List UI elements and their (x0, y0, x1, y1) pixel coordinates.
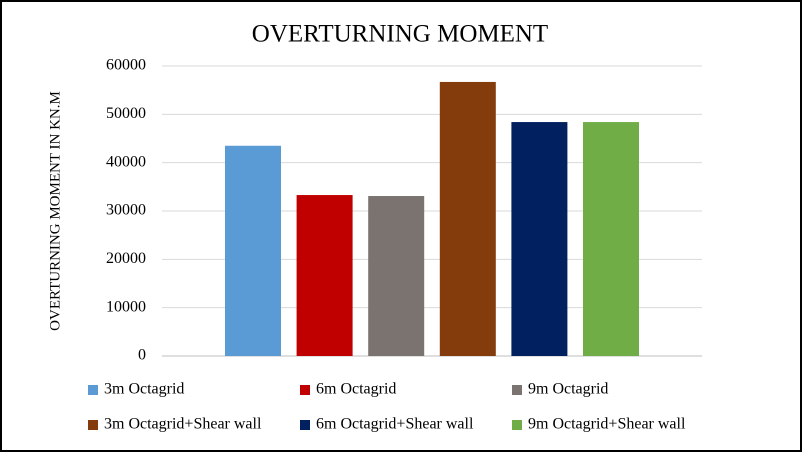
legend-swatch (512, 420, 522, 430)
legend-label: 9m Octagrid+Shear wall (528, 416, 686, 433)
y-axis-label: OVERTURNING MOMENT IN KN.M (47, 91, 63, 331)
bar (583, 122, 639, 356)
bar (439, 81, 496, 356)
legend-swatch (512, 385, 522, 395)
legend-label: 9m Octagrid (528, 381, 608, 398)
legend-label: 3m Octagrid+Shear wall (104, 416, 262, 433)
legend-swatch (88, 385, 98, 395)
y-tick-label: 40000 (106, 153, 146, 170)
legend-swatch (300, 385, 310, 395)
bar (511, 122, 568, 356)
bar (368, 196, 425, 356)
chart-title: OVERTURNING MOMENT (252, 21, 548, 48)
y-tick-label: 60000 (106, 57, 146, 74)
legend-label: 6m Octagrid+Shear wall (316, 416, 474, 433)
bar (225, 145, 281, 356)
legend-swatch (88, 420, 98, 430)
bar (296, 195, 353, 356)
legend-label: 6m Octagrid (316, 381, 396, 398)
y-tick-label: 30000 (106, 202, 146, 219)
legend-swatch (300, 420, 310, 430)
y-tick-label: 0 (138, 347, 146, 364)
legend-label: 3m Octagrid (104, 381, 184, 398)
y-tick-label: 20000 (106, 250, 146, 267)
y-tick-label: 50000 (106, 105, 146, 122)
y-tick-label: 10000 (106, 298, 146, 315)
